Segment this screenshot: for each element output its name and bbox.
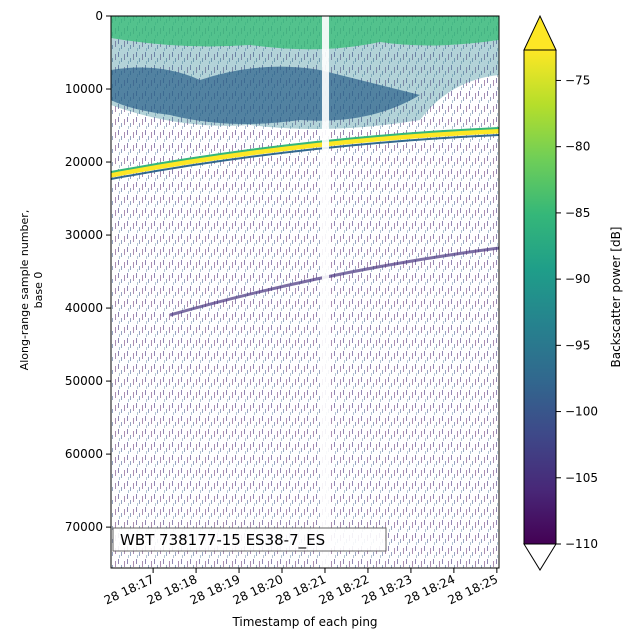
- colorbar-tick-label: −75: [565, 73, 590, 87]
- y-tick-label: 0: [95, 9, 103, 23]
- colorbar-tick-label: −105: [565, 471, 598, 485]
- plot-frame: [110, 15, 500, 569]
- y-tick-label: 70000: [65, 520, 103, 534]
- y-axis-label: base 0: [32, 272, 45, 309]
- colorbar: [524, 50, 556, 544]
- y-tick-label: 10000: [65, 82, 103, 96]
- y-axis-label: Along-range sample number,: [18, 210, 31, 371]
- colorbar-label: Backscatter power [dB]: [609, 227, 623, 368]
- echogram-image: [110, 16, 500, 568]
- annotation: WBT 738177-15 ES38-7_ES: [120, 531, 325, 550]
- annotation-box: [112, 527, 387, 552]
- colorbar-tick-label: −95: [565, 338, 590, 352]
- y-tick-label: 50000: [65, 374, 103, 388]
- y-tick-label: 40000: [65, 301, 103, 315]
- colorbar-tick-label: −80: [565, 140, 590, 154]
- colorbar-extend-max: [523, 14, 557, 51]
- colorbar-tick-label: −110: [565, 537, 598, 551]
- colorbar-extend-min: [523, 543, 557, 571]
- colorbar-tick-label: −90: [565, 272, 590, 286]
- x-tick-label: 28 18:25: [446, 572, 501, 607]
- colorbar-frame: [523, 49, 557, 545]
- colorbar-tick-label: −85: [565, 206, 590, 220]
- y-tick-label: 30000: [65, 228, 103, 242]
- y-tick-label: 60000: [65, 447, 103, 461]
- colorbar-tick-label: −100: [565, 405, 598, 419]
- x-axis-label: Timestamp of each ping: [231, 615, 377, 629]
- y-tick-label: 20000: [65, 155, 103, 169]
